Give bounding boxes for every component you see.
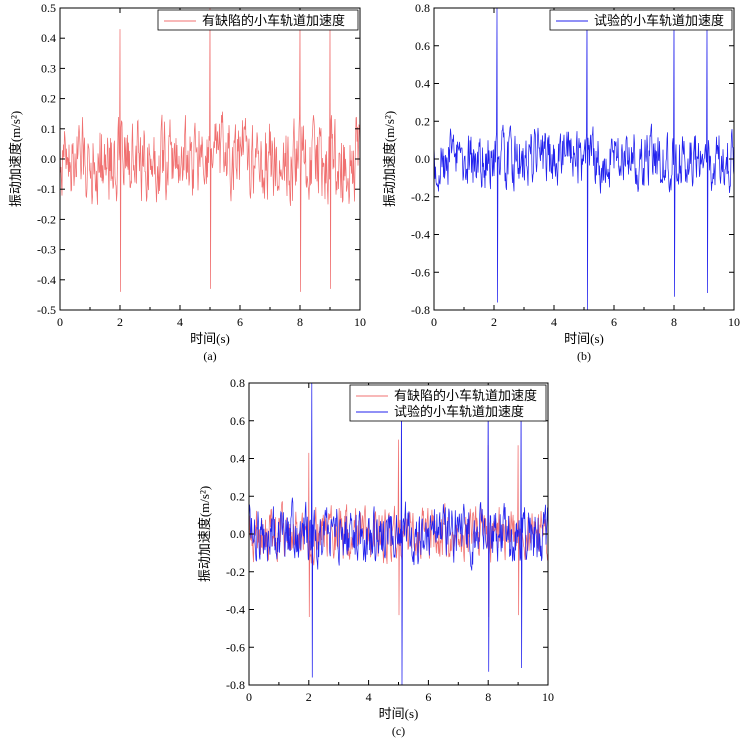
legend: 有缺陷的小车轨道加速度 xyxy=(157,9,359,31)
y-tick-label: -0.2 xyxy=(37,212,56,226)
y-tick-label: 0.4 xyxy=(230,452,245,466)
y-tick-label: -0.4 xyxy=(226,603,245,617)
x-tick-label: 8 xyxy=(671,315,677,329)
y-tick-label: -0.2 xyxy=(226,565,245,579)
x-tick-label: 4 xyxy=(366,690,372,704)
y-tick-label: -0.5 xyxy=(37,303,56,317)
y-tick-label: 0.4 xyxy=(415,77,430,91)
x-tick-label: 0 xyxy=(246,690,252,704)
y-tick-label: -0.4 xyxy=(411,228,430,242)
x-tick-label: 6 xyxy=(425,690,431,704)
series-line-1 xyxy=(249,383,548,685)
y-tick-label: 0.8 xyxy=(415,1,430,15)
legend-box xyxy=(349,384,547,422)
x-axis-label: 时间(s) xyxy=(379,706,419,721)
series-line-0 xyxy=(60,8,360,292)
y-tick-label: -0.8 xyxy=(226,678,245,692)
x-tick-label: 8 xyxy=(485,690,491,704)
x-tick-label: 0 xyxy=(431,315,437,329)
x-axis-label: 时间(s) xyxy=(564,331,604,346)
y-tick-label: -0.1 xyxy=(37,182,56,196)
chart-caption: (a) xyxy=(203,349,216,363)
legend-entry: 试验的小车轨道加速度 xyxy=(394,404,524,419)
y-axis-label: 振动加速度(m/s²) xyxy=(8,111,23,207)
x-tick-label: 10 xyxy=(728,315,740,329)
y-tick-label: 0.1 xyxy=(41,122,56,136)
legend: 试验的小车轨道加速度 xyxy=(549,9,733,31)
y-tick-label: -0.6 xyxy=(411,265,430,279)
x-tick-label: 6 xyxy=(237,315,243,329)
y-tick-label: 0.8 xyxy=(230,376,245,390)
chart-0: 0 2 4 6 8 10 -0.5 -0.4 -0.3 -0.2 -0.1 0.0 0.1 0.2 0.3 0… xyxy=(8,1,366,363)
y-tick-label: 0.4 xyxy=(41,31,56,45)
y-tick-label: -0.3 xyxy=(37,243,56,257)
y-tick-label: 0.0 xyxy=(230,527,245,541)
series-line-0 xyxy=(434,8,734,310)
y-tick-label: 0.0 xyxy=(415,152,430,166)
x-tick-label: 0 xyxy=(57,315,63,329)
y-tick-label: 0.2 xyxy=(41,92,56,106)
x-tick-label: 2 xyxy=(117,315,123,329)
x-tick-label: 8 xyxy=(297,315,303,329)
legend-box xyxy=(157,9,359,31)
chart-1: 0 2 4 6 8 10 -0.8 -0.6 -0.4 -0.2 0.0 0.2 0.4 0.6 0.8 时间… xyxy=(382,1,740,363)
x-tick-label: 10 xyxy=(354,315,366,329)
x-axis-label: 时间(s) xyxy=(190,331,230,346)
y-tick-label: 0.6 xyxy=(415,39,430,53)
y-tick-label: -0.4 xyxy=(37,273,56,287)
legend-entry: 试验的小车轨道加速度 xyxy=(594,13,724,28)
y-tick-label: 0.0 xyxy=(41,152,56,166)
chart-caption: (c) xyxy=(392,724,405,738)
y-tick-label: 0.2 xyxy=(415,114,430,128)
y-tick-label: -0.6 xyxy=(226,640,245,654)
x-tick-label: 10 xyxy=(542,690,554,704)
chart-2: 0 2 4 6 8 10 -0.8 -0.6 -0.4 -0.2 0.0 0.2 0.4 0.6 0.8 时间… xyxy=(197,376,554,738)
x-tick-label: 4 xyxy=(551,315,557,329)
y-tick-label: 0.2 xyxy=(230,489,245,503)
legend-entry: 有缺陷的小车轨道加速度 xyxy=(394,388,537,403)
y-axis-label: 振动加速度(m/s²) xyxy=(382,111,397,207)
legend-box xyxy=(549,9,733,31)
x-tick-label: 2 xyxy=(491,315,497,329)
x-tick-label: 4 xyxy=(177,315,183,329)
y-tick-label: 0.3 xyxy=(41,61,56,75)
x-tick-label: 2 xyxy=(306,690,312,704)
y-tick-label: -0.8 xyxy=(411,303,430,317)
chart-caption: (b) xyxy=(577,349,591,363)
y-tick-label: -0.2 xyxy=(411,190,430,204)
y-axis-label: 振动加速度(m/s²) xyxy=(197,486,212,582)
legend-entry: 有缺陷的小车轨道加速度 xyxy=(202,13,345,28)
y-tick-label: 0.6 xyxy=(230,414,245,428)
y-tick-label: 0.5 xyxy=(41,1,56,15)
x-tick-label: 6 xyxy=(611,315,617,329)
